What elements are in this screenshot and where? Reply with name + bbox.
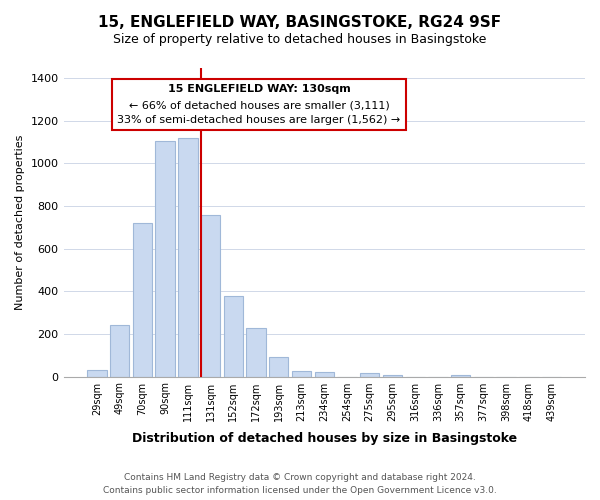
- Text: ← 66% of detached houses are smaller (3,111)
33% of semi-detached houses are lar: ← 66% of detached houses are smaller (3,…: [118, 100, 401, 126]
- Text: 15, ENGLEFIELD WAY, BASINGSTOKE, RG24 9SF: 15, ENGLEFIELD WAY, BASINGSTOKE, RG24 9S…: [98, 15, 502, 30]
- Y-axis label: Number of detached properties: Number of detached properties: [15, 134, 25, 310]
- Bar: [133, 223, 152, 376]
- Bar: [224, 296, 243, 376]
- Bar: [383, 375, 402, 376]
- Bar: [451, 375, 470, 376]
- Bar: [178, 138, 197, 376]
- Bar: [269, 358, 289, 376]
- Bar: [314, 372, 334, 376]
- Text: Size of property relative to detached houses in Basingstoke: Size of property relative to detached ho…: [113, 32, 487, 46]
- Text: 15 ENGLEFIELD WAY: 130sqm
← 66% of detached houses are smaller (3,111)
33% of se: 15 ENGLEFIELD WAY: 130sqm ← 66% of detac…: [118, 84, 401, 124]
- Bar: [155, 141, 175, 376]
- Bar: [247, 328, 266, 376]
- Text: 15 ENGLEFIELD WAY: 130sqm: 15 ENGLEFIELD WAY: 130sqm: [168, 84, 350, 94]
- Bar: [87, 370, 107, 376]
- Text: Contains HM Land Registry data © Crown copyright and database right 2024.
Contai: Contains HM Land Registry data © Crown c…: [103, 474, 497, 495]
- Bar: [292, 370, 311, 376]
- Bar: [360, 372, 379, 376]
- X-axis label: Distribution of detached houses by size in Basingstoke: Distribution of detached houses by size …: [132, 432, 517, 445]
- Bar: [110, 326, 130, 376]
- Bar: [201, 214, 220, 376]
